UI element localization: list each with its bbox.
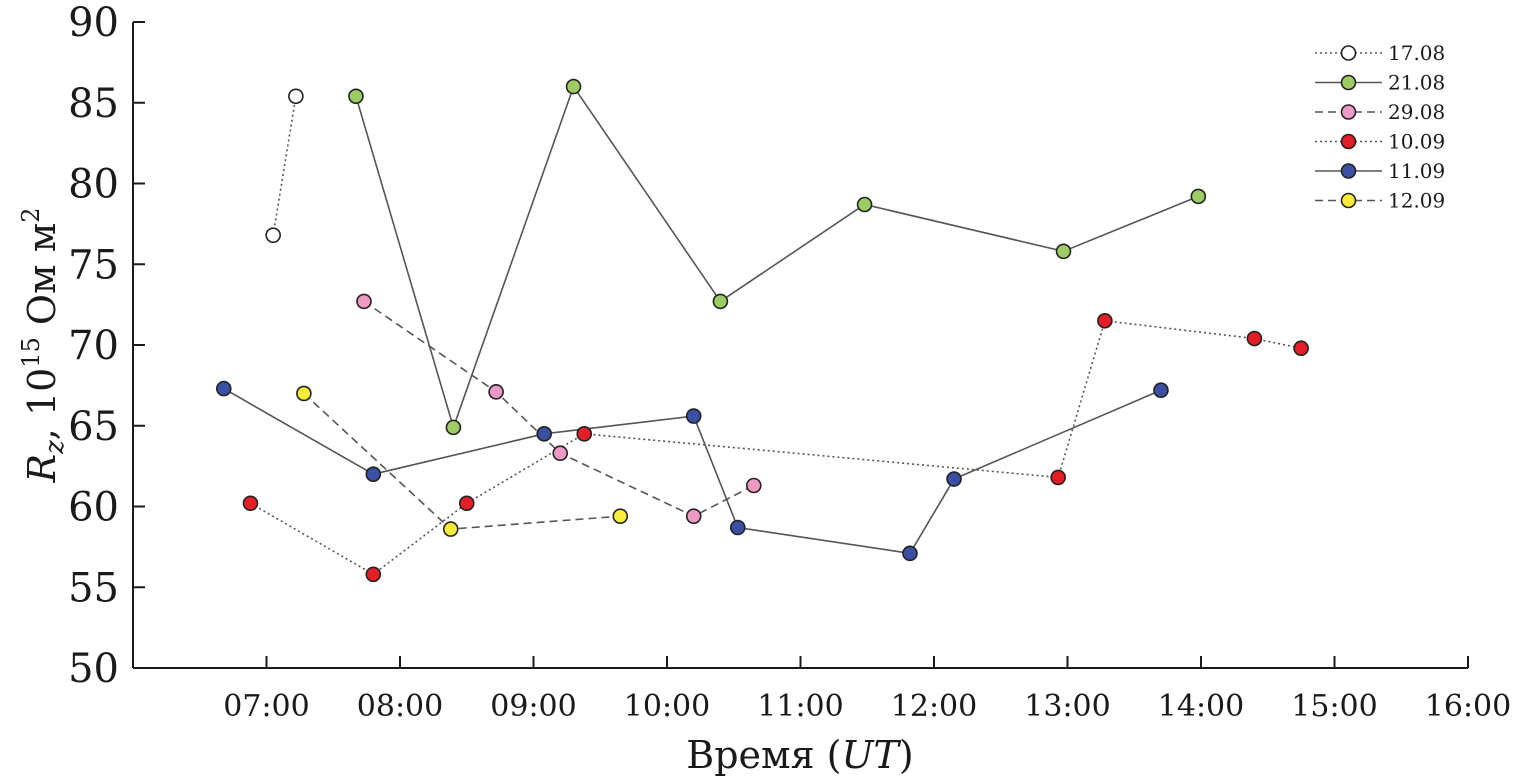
data-point-21.08 [348, 88, 364, 105]
data-point-11.09 [946, 471, 962, 487]
data-point-11.09 [1153, 382, 1169, 399]
legend-item: 29.08 [1315, 100, 1445, 124]
x-tick-label: 16:00 [1425, 689, 1511, 724]
legend-item: 21.08 [1315, 71, 1445, 95]
series-line-17.08 [272, 96, 297, 236]
series-points [215, 78, 1309, 583]
x-axis-title: Время (UT) [686, 733, 913, 777]
legend-label: 11.09 [1388, 159, 1445, 183]
data-point-11.09 [729, 519, 746, 536]
data-point-21.08 [1190, 188, 1207, 205]
x-tick-label: 15:00 [1291, 689, 1377, 724]
data-point-10.09 [1293, 340, 1309, 357]
data-point-11.09 [685, 408, 702, 424]
y-tick-label: 85 [68, 81, 119, 127]
data-point-11.09 [365, 466, 382, 483]
legend-label: 21.08 [1388, 71, 1445, 95]
data-point-17.08 [288, 88, 304, 105]
data-point-21.08 [445, 419, 462, 436]
data-point-21.08 [712, 293, 729, 310]
y-tick-label: 50 [68, 646, 119, 692]
legend-item: 10.09 [1315, 130, 1445, 154]
series-line-11.09 [223, 387, 1162, 555]
data-point-10.09 [1097, 312, 1113, 329]
series-line-21.08 [355, 84, 1199, 430]
y-tick-label: 75 [68, 242, 119, 288]
x-tick-label: 09:00 [490, 689, 576, 724]
x-tick-label: 13:00 [1024, 689, 1110, 724]
y-tick-label: 65 [68, 404, 119, 450]
x-tick-label: 10:00 [624, 689, 710, 724]
y-tick-label: 80 [68, 162, 119, 208]
data-point-12.09 [442, 521, 459, 537]
legend-label: 29.08 [1388, 100, 1445, 124]
y-tick-label: 55 [68, 565, 119, 611]
data-point-29.08 [745, 477, 762, 494]
legend-label: 17.08 [1388, 41, 1445, 65]
x-tick-label: 07:00 [223, 689, 309, 724]
data-point-12.09 [612, 508, 629, 524]
data-point-11.09 [215, 380, 232, 397]
y-ticks: 50 55 60 65 70 75 80 85 90 [68, 0, 145, 692]
data-point-12.09 [296, 385, 312, 402]
data-point-10.09 [1050, 469, 1066, 486]
legend: 17.08 21.08 29.08 10.09 11.09 12.09 [1315, 41, 1445, 213]
x-ticks: 07:00 08:00 09:00 10:00 11:00 12:00 13:00 14:00… [223, 656, 1511, 724]
legend-marker [1340, 133, 1357, 150]
data-point-10.09 [576, 426, 593, 442]
data-point-29.08 [685, 508, 702, 524]
legend-marker [1340, 192, 1357, 209]
legend-label: 12.09 [1388, 189, 1445, 213]
data-point-11.09 [902, 545, 918, 562]
series-line-10.09 [250, 319, 1302, 576]
legend-item: 11.09 [1315, 159, 1445, 183]
data-point-29.08 [356, 293, 372, 310]
legend-marker [1340, 74, 1357, 91]
legend-marker [1340, 45, 1357, 61]
legend-marker [1340, 163, 1357, 179]
x-tick-label: 08:00 [357, 689, 443, 724]
x-tick-label: 14:00 [1158, 689, 1244, 724]
data-point-21.08 [856, 196, 873, 213]
series-lines [223, 84, 1302, 576]
data-point-29.08 [488, 384, 504, 400]
data-point-10.09 [1246, 330, 1263, 347]
y-tick-label: 70 [68, 323, 119, 369]
data-point-17.08 [265, 227, 281, 243]
legend-marker [1340, 104, 1357, 120]
x-tick-label: 12:00 [891, 689, 977, 724]
legend-item: 12.09 [1315, 189, 1445, 213]
y-tick-label: 90 [68, 0, 119, 46]
y-tick-label: 60 [68, 485, 119, 531]
legend-label: 10.09 [1388, 130, 1445, 154]
axes [132, 22, 1468, 669]
data-point-21.08 [565, 78, 582, 95]
data-point-10.09 [365, 566, 382, 583]
data-point-29.08 [552, 445, 569, 462]
data-point-21.08 [1055, 243, 1072, 260]
data-point-11.09 [536, 426, 552, 442]
data-point-10.09 [242, 495, 259, 512]
legend-item: 17.08 [1315, 41, 1445, 65]
x-tick-label: 11:00 [757, 689, 843, 724]
y-axis-title: Rz, 1015 Ом м2 [17, 207, 70, 483]
data-point-10.09 [458, 495, 475, 512]
